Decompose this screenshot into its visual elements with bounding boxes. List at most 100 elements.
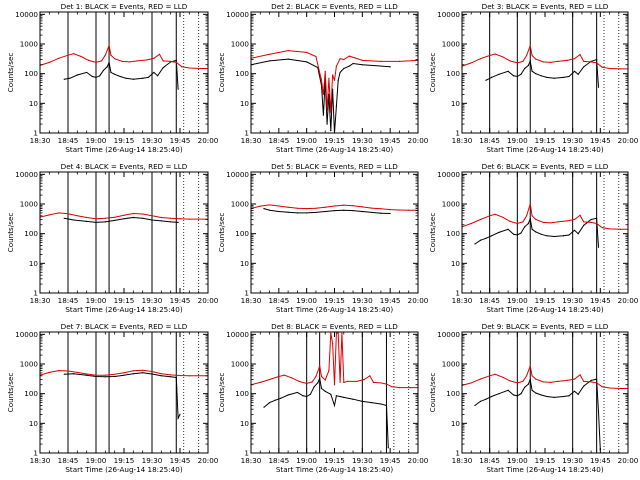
events-point [485,237,487,239]
events-point [380,403,382,405]
lld-point [590,381,592,383]
lld-point [287,206,289,208]
x-tick-label: 19:30 [142,456,163,465]
events-point [516,234,518,236]
events-point [343,209,345,211]
events-point [535,73,537,75]
lld-point [479,218,482,221]
events-point [535,231,537,233]
events-point [485,398,487,400]
lld-point [330,332,332,334]
x-tick-label: 19:30 [352,296,373,305]
lld-point [479,378,482,380]
events-point [527,64,530,67]
events-point [485,79,487,81]
events-point [69,77,71,79]
y-tick-label: 10 [29,259,39,268]
events-point [104,221,106,223]
lld-point [199,67,202,70]
events-point [142,372,144,374]
lld-point [470,222,472,225]
lld-point [188,375,190,377]
plot-frame [461,11,629,134]
lld-point [620,228,622,230]
lld-point [268,378,271,381]
y-tick-label: 10 [29,99,39,108]
events-point [352,209,354,212]
lld-point [330,111,332,113]
lld-point [142,213,144,215]
lld-point [542,381,544,383]
events-point [507,70,509,72]
lld-point [306,208,308,210]
events-point [175,59,177,62]
lld-point [315,375,317,378]
events-point [157,75,159,77]
lld-point [494,373,496,375]
lld-point [319,365,321,367]
lld-point [181,66,183,68]
chart-panel-5: Det 5: BLACK = Events, RED = LLD 1 10 100 10… [217,162,429,314]
y-tick-label: 10000 [15,10,38,19]
lld-point [356,380,358,382]
chart-panel-7: Det 7: BLACK = Events, RED = LLD 1 10 100 10… [6,322,219,474]
events-point [343,396,345,398]
y-axis-label: Counts/sec [6,53,15,93]
lld-point [158,53,161,55]
events-series-line [263,376,389,448]
lld-point [531,54,533,57]
events-point [86,71,88,74]
chart-title: Det 4: BLACK = Events, RED = LLD [61,162,188,171]
events-point [531,70,533,72]
x-tick-label: 19:15 [114,136,135,145]
lld-point [80,55,82,58]
lld-point [315,55,317,58]
lld-point [596,382,598,384]
lld-point [136,60,138,62]
events-point [142,77,144,79]
lld-point [369,375,371,377]
events-point [86,374,88,376]
events-point [540,394,542,396]
lld-point [121,60,123,62]
events-point [110,71,112,74]
chart-title: Det 9: BLACK = Events, RED = LLD [482,322,609,331]
lld-point [198,218,200,220]
x-axis-label: Start Time (26-Aug-14 18:25:40) [65,465,182,474]
x-axis-label: Start Time (26-Aug-14 18:25:40) [276,465,393,474]
lld-point [343,381,345,383]
y-axis-label: Counts/sec [6,373,15,413]
lld-point [479,58,482,60]
lld-point [283,374,285,376]
lld-point [566,59,568,62]
y-tick-label: 10 [240,259,250,268]
events-point [573,229,576,231]
events-point [175,376,177,379]
lld-point [114,58,116,60]
y-tick-label: 10000 [226,10,249,19]
lld-point [531,375,533,377]
events-point [387,447,389,449]
lld-point [170,217,172,219]
lld-point [151,215,153,217]
lld-point [501,216,504,218]
y-tick-label: 10 [451,259,461,268]
events-point [479,400,482,402]
x-tick-label: 18:30 [452,456,473,465]
events-point [147,76,149,78]
lld-point [324,206,326,208]
lld-point [170,374,172,376]
y-tick-label: 10000 [15,330,38,339]
x-tick-label: 20:00 [198,136,219,145]
events-point [123,218,125,220]
lld-point [268,204,271,206]
events-series-line [485,58,599,88]
events-point [91,75,93,78]
events-point [335,105,337,107]
events-point [583,66,585,68]
lld-point [104,217,106,219]
chart-title: Det 1: BLACK = Events, RED = LLD [61,2,188,11]
lld-point [608,228,611,230]
x-tick-label: 19:45 [170,456,191,465]
x-tick-label: 18:30 [30,136,51,145]
